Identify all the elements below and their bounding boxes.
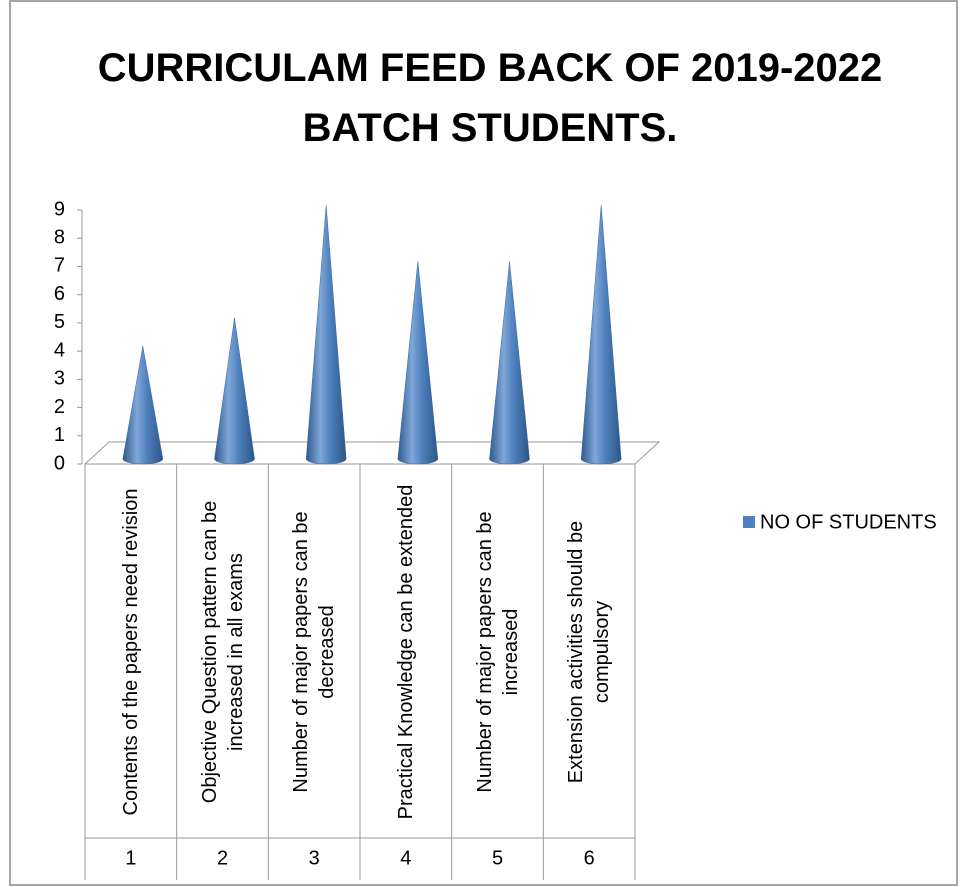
y-tick-label: 6 bbox=[54, 283, 65, 305]
y-tick-label: 1 bbox=[54, 424, 65, 446]
y-tick-label: 9 bbox=[54, 198, 65, 220]
cone bbox=[489, 261, 530, 465]
x-tick-number: 2 bbox=[217, 847, 228, 869]
y-tick-label: 3 bbox=[54, 368, 65, 390]
x-tick-label: Objective Question pattern can be increa… bbox=[198, 500, 247, 804]
floor bbox=[83, 441, 661, 465]
x-tick-number: 5 bbox=[492, 847, 503, 869]
cone bbox=[122, 346, 164, 465]
y-tick-label: 0 bbox=[54, 452, 65, 474]
cone bbox=[397, 261, 439, 465]
chart-title: CURRICULAM FEED BACK OF 2019-2022 BATCH … bbox=[97, 46, 883, 150]
cone bbox=[580, 204, 622, 465]
x-tick-number: 3 bbox=[309, 847, 320, 869]
x-tick-label: Practical Knowledge can be extended bbox=[394, 484, 417, 820]
chart-frame bbox=[9, 0, 958, 886]
x-tick-label: Extension activities should be compulsor… bbox=[565, 520, 614, 784]
x-tick-number: 6 bbox=[584, 847, 595, 869]
x-tick-label: Number of major papers can be increased bbox=[473, 511, 522, 793]
cone bbox=[214, 317, 255, 465]
legend-swatch bbox=[743, 516, 755, 528]
y-tick-label: 4 bbox=[54, 339, 65, 361]
y-tick-label: 7 bbox=[54, 255, 65, 277]
y-tick-label: 5 bbox=[54, 311, 65, 333]
cone bbox=[305, 204, 347, 465]
x-tick-label: Number of major papers can be decreased bbox=[290, 511, 339, 793]
x-tick-label: Contents of the papers need revision bbox=[119, 488, 142, 816]
y-tick-label: 8 bbox=[54, 227, 65, 249]
x-tick-number: 4 bbox=[400, 847, 411, 869]
x-tick-number: 1 bbox=[125, 847, 136, 869]
legend-label: NO OF STUDENTS bbox=[760, 511, 937, 533]
y-tick-label: 2 bbox=[54, 396, 65, 418]
